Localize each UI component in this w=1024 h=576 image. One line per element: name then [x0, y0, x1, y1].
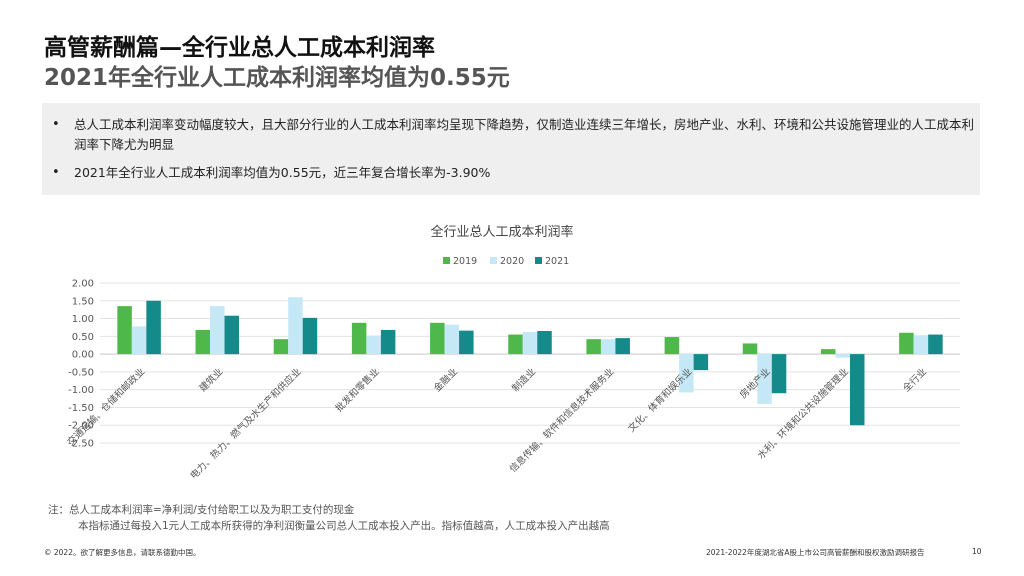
- y-tick-label: -1.50: [68, 403, 94, 414]
- x-axis: 交通运输、仓储和邮政业 建筑业电力、热力、燃气及水生产和供应业 批发和零售业 金融业制…: [65, 366, 929, 482]
- bullet-marker: •: [52, 165, 60, 180]
- bar: [771, 354, 787, 394]
- y-tick-label: 1.50: [72, 296, 94, 307]
- chart-legend: 2019 2020 2021: [443, 256, 569, 267]
- bar: [849, 354, 865, 426]
- bar: [273, 339, 289, 355]
- bullet-marker: •: [52, 117, 60, 132]
- bar-chart: 全行业总人工成本利润率 2019 2020 2021 2.00 1.50 1.00 0.5…: [65, 224, 960, 482]
- bar: [537, 331, 552, 355]
- bar: [600, 339, 616, 355]
- bar: [522, 332, 538, 355]
- legend-label: 2019: [453, 256, 477, 267]
- legend-swatch: [535, 257, 542, 264]
- legend-label: 2021: [545, 256, 569, 267]
- bar: [679, 354, 694, 393]
- bar: [835, 354, 850, 358]
- y-tick-label: -2.00: [68, 421, 94, 432]
- page-subtitle: 2021年全行业人工成本利润率均值为0.55元: [44, 65, 510, 91]
- y-tick-label: -2.50: [68, 439, 94, 450]
- bar: [366, 335, 381, 355]
- bar: [508, 334, 523, 355]
- bar: [224, 315, 240, 355]
- bar: [117, 306, 132, 355]
- bar: [146, 300, 161, 355]
- report-title: 2021-2022年度湖北省A股上市公司高管薪酬和股权激励调研报告: [706, 548, 925, 557]
- y-tick-label: 1.00: [72, 314, 94, 325]
- bar: [742, 343, 758, 355]
- legend-swatch: [490, 257, 497, 264]
- footnote-detail: 本指标通过每投入1元人工成本所获得的净利润衡量公司总人工成本投入产出。指标值越高…: [78, 520, 610, 532]
- bar: [913, 335, 929, 355]
- bar: [380, 329, 396, 355]
- footnote: 注：总人工成本利润率=净利润/支付给职工以及为职工支付的现金: [48, 504, 355, 516]
- bar: [820, 349, 836, 355]
- x-tick-label: 文化、体育和娱乐业: [626, 366, 695, 435]
- bar: [131, 326, 147, 355]
- bar: [351, 322, 367, 355]
- bar: [430, 322, 445, 355]
- bar: [928, 334, 943, 355]
- chart-bars: [117, 297, 943, 426]
- bar: [444, 324, 460, 355]
- y-tick-label: 2.00: [72, 279, 94, 290]
- legend-label: 2020: [500, 256, 524, 267]
- summary-box: • 总人工成本利润率变动幅度较大，且大部分行业的人工成本利润率均呈现下降趋势，仅…: [42, 103, 980, 195]
- bar: [288, 297, 303, 355]
- page-number: 10: [972, 547, 982, 556]
- summary-point: 总人工成本利润率变动幅度较大，且大部分行业的人工成本利润率均呈现下降趋势，仅制造…: [74, 117, 975, 152]
- y-tick-label: 0.50: [72, 332, 94, 343]
- summary-point: 2021年全行业人工成本利润率均值为0.55元，近三年复合增长率为-3.90%: [74, 165, 491, 180]
- bar: [195, 329, 211, 355]
- bar: [664, 337, 680, 355]
- legend-swatch: [443, 257, 450, 264]
- y-axis: 2.00 1.50 1.00 0.50 0.00 -0.50 -1.00 -1.50 -2.00…: [68, 279, 94, 450]
- page-title: 高管薪酬篇—全行业总人工成本利润率: [44, 35, 435, 61]
- bar: [757, 354, 772, 404]
- bar: [302, 317, 318, 355]
- bar: [899, 332, 914, 355]
- copyright: © 2022。欲了解更多信息，请联系德勤中国。: [44, 548, 201, 557]
- y-tick-label: -1.00: [68, 385, 94, 396]
- chart-grid: [100, 282, 960, 444]
- bar: [586, 339, 601, 355]
- bar: [615, 338, 630, 355]
- y-tick-label: 0.00: [72, 350, 94, 361]
- y-tick-label: -0.50: [68, 367, 94, 378]
- chart-title: 全行业总人工成本利润率: [430, 224, 573, 240]
- bar: [693, 354, 709, 371]
- bar: [459, 330, 474, 355]
- bar: [210, 306, 225, 355]
